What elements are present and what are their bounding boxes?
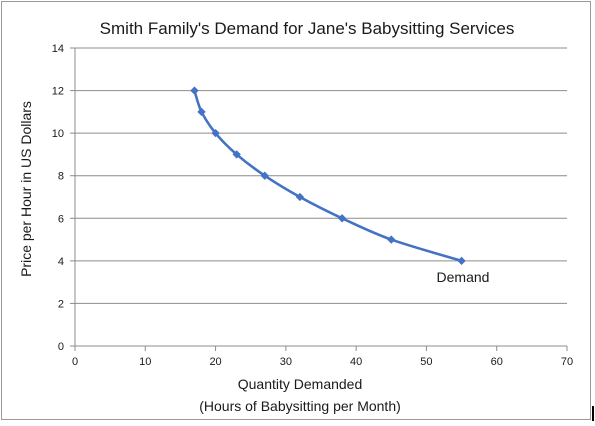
x-tick-label-40: 40: [350, 356, 362, 368]
y-tick-label-8: 8: [58, 171, 64, 183]
y-tick-label-12: 12: [52, 86, 64, 98]
y-axis-label: Price per Hour in US Dollars: [18, 101, 34, 277]
y-tick-label-0: 0: [58, 341, 64, 353]
y-tick-label-6: 6: [58, 213, 64, 225]
x-tick-labels: 0 10 20 30 40 50 60 70: [72, 356, 573, 368]
data-point-2: [211, 128, 220, 138]
x-tick-label-20: 20: [209, 356, 221, 368]
x-axis-label-line2: (Hours of Babysitting per Month): [199, 398, 401, 414]
data-point-5: [295, 192, 305, 202]
x-axis-label: Quantity Demanded: [238, 376, 363, 392]
chart-title: Smith Family's Demand for Jane's Babysit…: [100, 19, 515, 38]
data-point-7: [387, 235, 396, 244]
data-point-4: [260, 171, 269, 180]
x-tick-label-60: 60: [491, 356, 503, 368]
data-point-6: [337, 214, 347, 223]
text-cursor: [592, 406, 594, 421]
demand-annotation: Demand: [437, 269, 490, 285]
x-tick-label-30: 30: [280, 356, 292, 368]
y-tick-label-2: 2: [58, 298, 64, 310]
x-tick-label-50: 50: [420, 356, 432, 368]
y-tick-labels: 0 2 4 6 8 10 12 14: [52, 43, 64, 353]
data-point-0: [190, 86, 199, 95]
chart-frame: Smith Family's Demand for Jane's Babysit…: [1, 1, 591, 420]
axes: [70, 47, 568, 351]
data-point-1: [197, 107, 206, 117]
y-tick-label-10: 10: [52, 128, 64, 140]
grid-lines: [75, 47, 567, 304]
data-point-8: [457, 256, 466, 266]
y-tick-label-14: 14: [52, 43, 64, 55]
y-tick-label-4: 4: [58, 256, 64, 268]
x-tick-label-0: 0: [72, 356, 78, 368]
data-point-3: [232, 150, 241, 159]
demand-chart: Smith Family's Demand for Jane's Babysit…: [18, 19, 573, 414]
x-tick-label-10: 10: [139, 356, 151, 368]
x-tick-label-70: 70: [561, 356, 573, 368]
series-demand: [190, 86, 466, 266]
